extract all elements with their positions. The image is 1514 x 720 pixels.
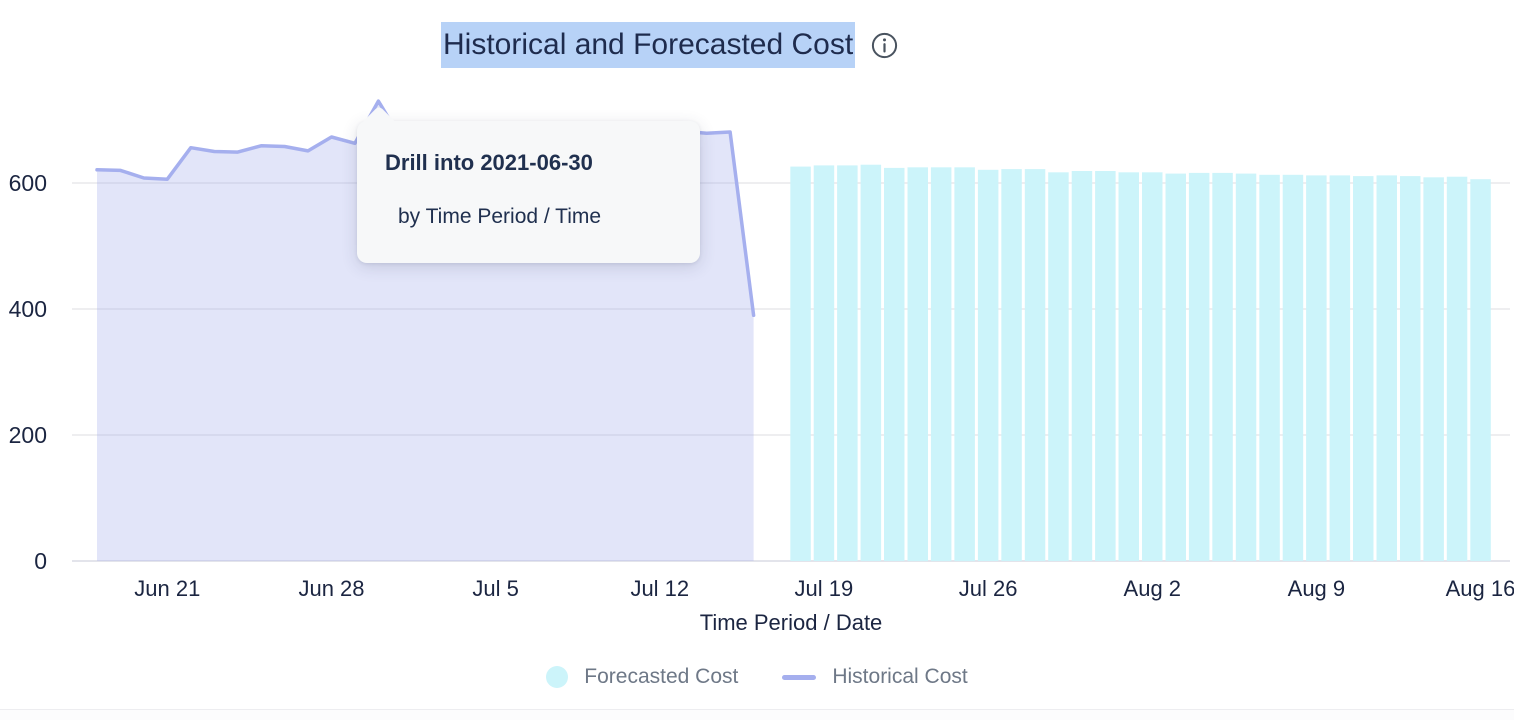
forecast-bar <box>1188 172 1210 561</box>
forecast-bar <box>813 165 835 561</box>
svg-text:Jun 21: Jun 21 <box>134 576 200 601</box>
svg-text:Aug 16: Aug 16 <box>1446 576 1514 601</box>
forecast-bar <box>1212 172 1233 561</box>
forecast-bar <box>884 167 905 561</box>
tooltip-title: Drill into 2021-06-30 <box>385 150 593 175</box>
forecast-bar <box>790 166 811 561</box>
forecast-bar <box>1142 172 1163 562</box>
forecast-bar <box>930 167 952 562</box>
svg-text:600: 600 <box>9 170 47 196</box>
x-axis-labels: Jun 21 Jun 28 Jul 5 Jul 12 Jul 19 Jul 26 Aug 2… <box>134 576 1514 601</box>
svg-text:Jul 19: Jul 19 <box>795 576 854 601</box>
svg-text:400: 400 <box>9 296 47 322</box>
legend-item-forecasted-cost[interactable]: Forecasted Cost <box>546 665 738 689</box>
x-axis-title: Time Period / Date <box>700 610 883 635</box>
svg-text:Jun 28: Jun 28 <box>298 576 364 601</box>
forecast-bar <box>1400 176 1421 561</box>
chart-header: Historical and Forecasted Cost <box>441 22 898 68</box>
forecast-bar <box>1282 174 1304 562</box>
tooltip-subtitle: by Time Period / Time <box>398 205 602 228</box>
info-icon[interactable] <box>871 32 898 59</box>
forecast-bar <box>1118 172 1139 562</box>
svg-text:Jul 12: Jul 12 <box>630 576 689 601</box>
legend-item-historical-cost[interactable]: Historical Cost <box>782 665 968 689</box>
drill-tooltip[interactable]: Drill into 2021-06-30 by Time Period / T… <box>357 105 700 263</box>
forecast-bar <box>837 165 858 561</box>
forecast-bars <box>790 164 1491 562</box>
page-title: Historical and Forecasted Cost <box>441 22 856 68</box>
legend-label: Forecasted Cost <box>584 665 739 688</box>
legend-circle-marker <box>546 666 569 688</box>
forecast-bar <box>1446 176 1468 561</box>
forecast-bar <box>1306 175 1327 561</box>
forecast-bar <box>1165 173 1186 561</box>
forecast-bar <box>1353 176 1374 561</box>
forecast-bar <box>1329 175 1351 561</box>
svg-text:200: 200 <box>9 422 47 448</box>
forecast-bar <box>977 169 999 562</box>
forecast-bar <box>1095 171 1116 561</box>
svg-text:Jul 5: Jul 5 <box>472 576 518 601</box>
chart-legend: Forecasted Cost Historical Cost <box>0 665 1514 689</box>
forecast-bar <box>1376 175 1397 561</box>
forecast-bar <box>1423 177 1444 562</box>
forecast-bar <box>1048 172 1069 562</box>
forecast-bar <box>1001 169 1022 561</box>
forecast-bar <box>1259 174 1280 562</box>
forecast-bar <box>1071 171 1093 561</box>
card-bottom-border <box>0 709 1514 720</box>
forecast-bar <box>1024 169 1046 561</box>
legend-label: Historical Cost <box>832 665 968 688</box>
forecast-bar <box>1235 173 1257 561</box>
forecast-bar <box>1470 179 1491 561</box>
svg-text:Aug 9: Aug 9 <box>1288 576 1346 601</box>
forecast-bar <box>860 164 882 561</box>
forecast-bar <box>907 167 928 562</box>
forecast-bar <box>954 167 975 562</box>
svg-text:Aug 2: Aug 2 <box>1124 576 1182 601</box>
y-axis-labels: 0 200 400 600 <box>9 170 47 574</box>
svg-text:Jul 26: Jul 26 <box>959 576 1018 601</box>
svg-text:0: 0 <box>34 548 47 574</box>
legend-line-marker <box>782 674 817 680</box>
